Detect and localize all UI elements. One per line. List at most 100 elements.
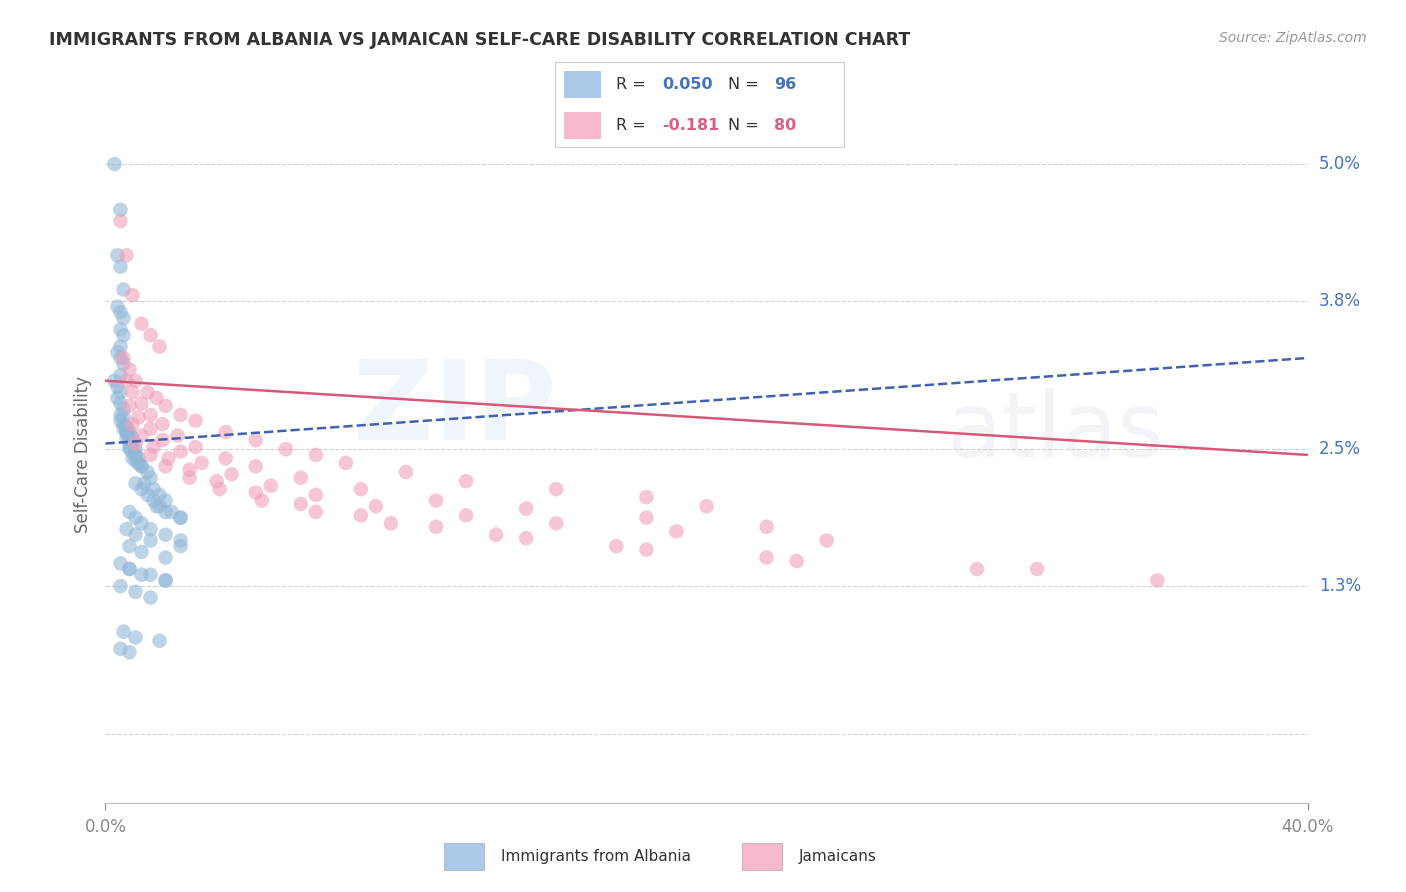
Point	[118, 440, 141, 454]
Point	[395, 465, 418, 479]
Point	[110, 396, 132, 410]
Point	[169, 533, 191, 548]
Text: Jamaicans: Jamaicans	[799, 849, 876, 863]
Point	[155, 399, 177, 413]
Point	[118, 539, 141, 553]
Point	[148, 340, 170, 354]
Text: 1.3%: 1.3%	[1319, 577, 1361, 595]
Point	[131, 428, 153, 442]
Point	[112, 283, 135, 297]
Text: Immigrants from Albania: Immigrants from Albania	[501, 849, 690, 863]
Text: 80: 80	[775, 118, 797, 133]
Point	[290, 471, 312, 485]
Point	[124, 453, 146, 467]
Point	[274, 442, 297, 457]
Point	[115, 419, 138, 434]
Point	[131, 482, 153, 496]
Text: N =: N =	[728, 77, 765, 92]
Point	[112, 311, 135, 326]
Bar	[742, 843, 782, 870]
Point	[110, 556, 132, 570]
Point	[148, 633, 170, 648]
Point	[148, 500, 170, 514]
Point	[966, 562, 988, 576]
Point	[152, 433, 174, 447]
Point	[110, 408, 132, 422]
Point	[696, 500, 718, 514]
Point	[110, 305, 132, 319]
Point	[110, 579, 132, 593]
Point	[128, 410, 150, 425]
Point	[110, 351, 132, 365]
Point	[115, 425, 138, 439]
Point	[169, 539, 191, 553]
Point	[121, 451, 143, 466]
Point	[157, 451, 180, 466]
Point	[115, 431, 138, 445]
Point	[107, 345, 129, 359]
Point	[110, 322, 132, 336]
Point	[112, 410, 135, 425]
Point	[636, 490, 658, 504]
Point	[118, 428, 141, 442]
Point	[169, 510, 191, 524]
Point	[131, 459, 153, 474]
Point	[205, 474, 228, 488]
Point	[124, 631, 146, 645]
Point	[121, 417, 143, 431]
Point	[335, 456, 357, 470]
Point	[136, 385, 159, 400]
Point	[110, 368, 132, 382]
Point	[485, 528, 508, 542]
Point	[112, 417, 135, 431]
Point	[121, 288, 143, 302]
Point	[142, 482, 165, 496]
Point	[121, 385, 143, 400]
Point	[131, 459, 153, 474]
Point	[110, 260, 132, 274]
Text: R =: R =	[616, 118, 651, 133]
Point	[139, 522, 162, 536]
Point	[139, 591, 162, 605]
Point	[139, 448, 162, 462]
Point	[515, 531, 537, 545]
Point	[786, 554, 808, 568]
Point	[166, 428, 188, 442]
Point	[546, 482, 568, 496]
Bar	[564, 112, 602, 139]
Y-axis label: Self-Care Disability: Self-Care Disability	[73, 376, 91, 533]
Text: -0.181: -0.181	[662, 118, 720, 133]
Point	[124, 442, 146, 457]
Point	[121, 433, 143, 447]
Point	[245, 433, 267, 447]
Point	[124, 584, 146, 599]
Point	[112, 357, 135, 371]
Point	[260, 479, 283, 493]
Point	[118, 442, 141, 457]
Point	[134, 476, 156, 491]
Point	[456, 474, 478, 488]
Point	[305, 448, 328, 462]
Point	[107, 379, 129, 393]
Point	[112, 402, 135, 417]
Point	[124, 476, 146, 491]
Point	[546, 516, 568, 531]
Point	[1026, 562, 1049, 576]
Point	[139, 408, 162, 422]
Point	[305, 505, 328, 519]
Point	[118, 505, 141, 519]
Point	[139, 471, 162, 485]
Bar	[444, 843, 484, 870]
Point	[605, 539, 627, 553]
Text: 0.050: 0.050	[662, 77, 713, 92]
Point	[115, 374, 138, 388]
Point	[139, 533, 162, 548]
Point	[118, 645, 141, 659]
Point	[515, 501, 537, 516]
Point	[131, 516, 153, 531]
Point	[245, 459, 267, 474]
Point	[155, 574, 177, 588]
Bar	[564, 71, 602, 98]
Point	[112, 328, 135, 343]
Point	[755, 550, 778, 565]
